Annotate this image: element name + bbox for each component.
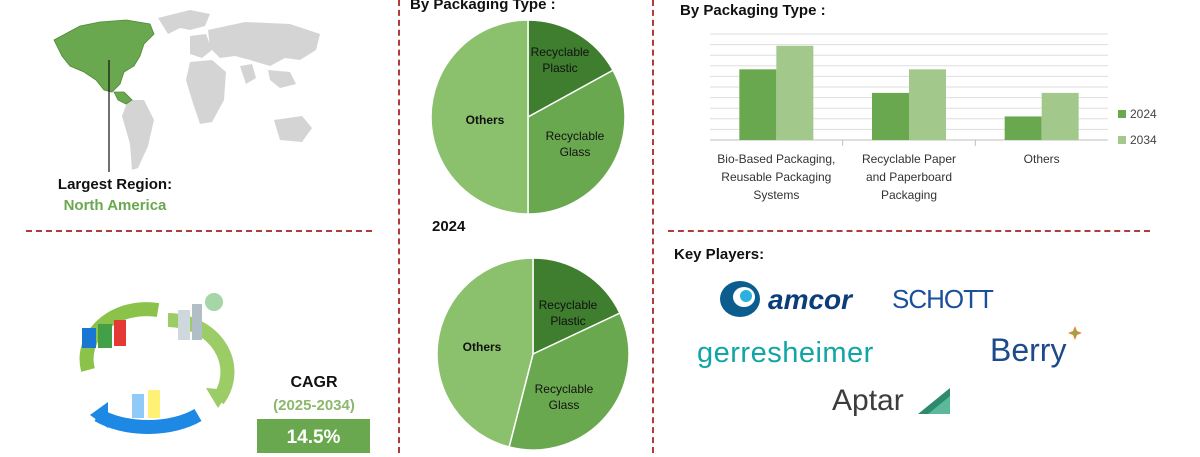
bar-others-2024	[1004, 116, 1042, 140]
key-players-title: Key Players:	[674, 246, 765, 263]
cagr-range: (2025-2034)	[273, 397, 355, 414]
pie-top-label-others: Others	[466, 113, 505, 127]
berry-logo-text: Berry	[990, 332, 1067, 368]
pie-top-slice-recyclable-glass	[527, 69, 626, 215]
bar-category-label-1: Recyclable Paper and Paperboard Packaging	[862, 152, 956, 202]
bar-chart: Bio-Based Packaging, Reusable Packaging Sy…	[710, 33, 1157, 202]
pie-top-slice-others	[430, 19, 529, 215]
berry-logo-mark	[1068, 326, 1082, 340]
gerresheimer-logo: gerresheimer	[697, 337, 874, 369]
bar-bio-based-packaging-reusable-packaging-systems-2024	[739, 69, 777, 140]
pie-bottom-label-recyclable-plastic: Recyclable Plastic	[539, 298, 598, 328]
bar-recyclable-paper-and-paperboard-packaging-2024	[872, 92, 909, 140]
pie-year-label: 2024	[432, 218, 466, 235]
amcor-logo: amcor	[718, 278, 868, 320]
divider-left	[398, 0, 400, 453]
aptar-logo: Aptar	[832, 382, 962, 422]
pie-bottom-slice-recyclable-glass	[508, 312, 630, 451]
bar-legend-label-2024: 2024	[1130, 107, 1157, 121]
amcor-logo-text: amcor	[768, 284, 853, 315]
bar-bio-based-packaging-reusable-packaging-systems-2034	[776, 45, 814, 140]
aptar-logo-text: Aptar	[832, 384, 904, 417]
cagr-label: CAGR	[290, 374, 338, 391]
pie-section-title: By Packaging Type :	[410, 0, 556, 13]
berry-logo: Berry	[990, 326, 1090, 376]
largest-region-label: Largest Region:	[57, 176, 173, 193]
aptar-logo-mark	[918, 388, 950, 414]
pie-bottom-label-others: Others	[463, 340, 502, 354]
pie-bottom-slice-recyclable-plastic	[532, 257, 621, 356]
schott-logo: SCHOTT	[892, 284, 994, 314]
pie-bottom-label-recyclable-glass: Recyclable Glass	[535, 382, 594, 412]
bar-section-title: By Packaging Type :	[680, 2, 826, 19]
bar-legend-swatch-2024	[1118, 110, 1126, 118]
pie-chart-bottom: Recyclable Plastic Recyclable Glass Others	[436, 257, 630, 451]
largest-region-value: North America	[63, 197, 167, 214]
divider-horizontal-right	[668, 230, 1150, 232]
pie-bottom-slice-others	[436, 257, 534, 448]
pie-top-label-recyclable-glass: Recyclable Glass	[546, 129, 605, 159]
recycling-illustration	[79, 293, 235, 435]
pie-chart-top: Recyclable Plastic Recyclable Glass Others	[430, 19, 626, 215]
bar-category-label-0: Bio-Based Packaging, Reusable Packaging Sy…	[717, 152, 835, 202]
pie-top-slice-recyclable-plastic	[527, 19, 615, 119]
bar-recyclable-paper-and-paperboard-packaging-2034	[909, 69, 946, 140]
divider-horizontal-left	[26, 230, 372, 232]
divider-right	[652, 0, 654, 453]
bar-legend-label-2034: 2034	[1130, 133, 1157, 147]
pie-top-label-recyclable-plastic: Recyclable Plastic	[531, 45, 590, 75]
world-map	[53, 10, 320, 172]
amcor-logo-mark	[720, 281, 760, 317]
bar-category-label-2: Others	[1024, 152, 1060, 166]
bar-others-2034	[1041, 92, 1079, 140]
bar-legend-swatch-2034	[1118, 136, 1126, 144]
cagr-value: 14.5%	[257, 419, 370, 453]
